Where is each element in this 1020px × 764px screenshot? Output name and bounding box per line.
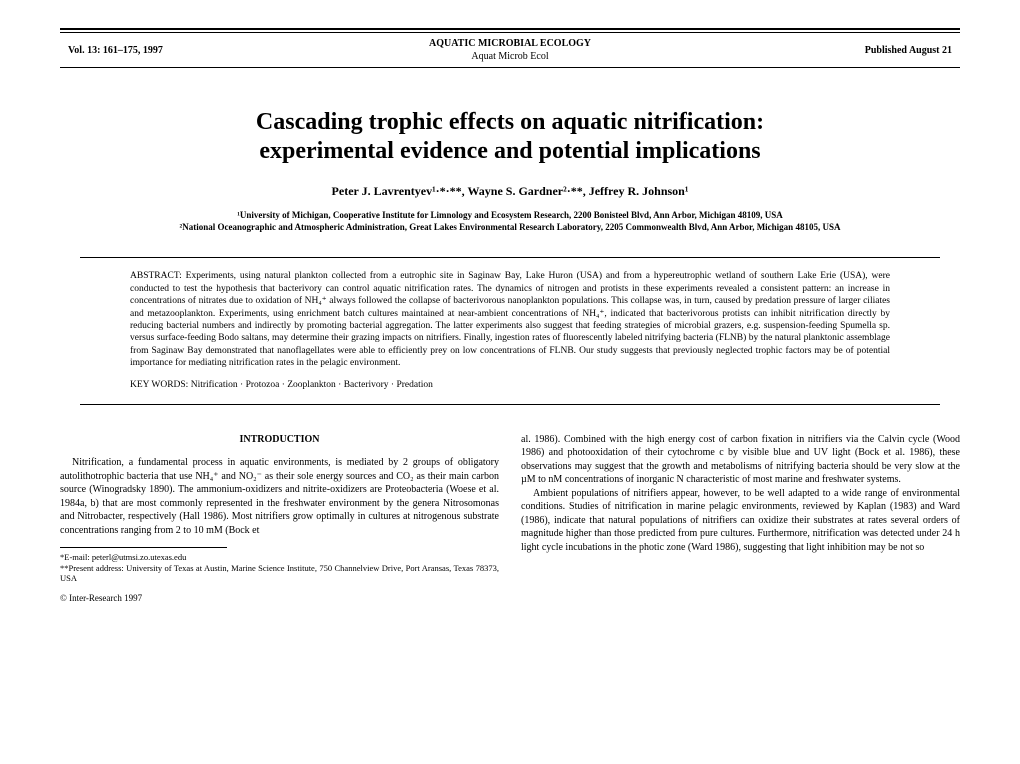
header-bar: Vol. 13: 161–175, 1997 AQUATIC MICROBIAL… <box>60 32 960 68</box>
journal-title: AQUATIC MICROBIAL ECOLOGY <box>429 38 591 49</box>
keywords: KEY WORDS: Nitrification · Protozoa · Zo… <box>130 379 890 391</box>
right-para-1: al. 1986). Combined with the high energy… <box>521 433 960 487</box>
abstract-box: ABSTRACT: Experiments, using natural pla… <box>80 257 940 404</box>
footnote-separator <box>60 547 227 548</box>
affiliation-2: ²National Oceanographic and Atmospheric … <box>60 221 960 233</box>
copyright: © Inter-Research 1997 <box>60 592 499 604</box>
journal-abbrev: Aquat Microb Ecol <box>363 50 658 63</box>
footnotes: *E-mail: peterl@utmsi.zo.utexas.edu **Pr… <box>60 552 499 584</box>
paper-title: Cascading trophic effects on aquatic nit… <box>60 108 960 166</box>
keywords-text: Nitrification · Protozoa · Zooplankton ·… <box>188 380 433 390</box>
affiliations: ¹University of Michigan, Cooperative Ins… <box>60 209 960 233</box>
body-columns: INTRODUCTION Nitrification, a fundamenta… <box>60 433 960 605</box>
title-line-2: experimental evidence and potential impl… <box>60 137 960 166</box>
footnote-address: **Present address: University of Texas a… <box>60 563 499 584</box>
top-rule <box>60 28 960 30</box>
title-line-1: Cascading trophic effects on aquatic nit… <box>60 108 960 137</box>
abstract-text: ABSTRACT: Experiments, using natural pla… <box>130 270 890 369</box>
abstract-label: ABSTRACT: <box>130 271 182 281</box>
left-column: INTRODUCTION Nitrification, a fundamenta… <box>60 433 499 605</box>
abstract-body: Experiments, using natural plankton coll… <box>130 271 890 367</box>
intro-para-1: Nitrification, a fundamental process in … <box>60 456 499 537</box>
journal-name: AQUATIC MICROBIAL ECOLOGY Aquat Microb E… <box>363 37 658 63</box>
right-para-2: Ambient populations of nitrifiers appear… <box>521 487 960 555</box>
footnote-email: *E-mail: peterl@utmsi.zo.utexas.edu <box>60 552 499 563</box>
right-column: al. 1986). Combined with the high energy… <box>521 433 960 605</box>
authors: Peter J. Lavrentyev¹·*·**, Wayne S. Gard… <box>60 184 960 200</box>
intro-heading: INTRODUCTION <box>60 433 499 447</box>
affiliation-1: ¹University of Michigan, Cooperative Ins… <box>60 209 960 221</box>
volume-info: Vol. 13: 161–175, 1997 <box>68 44 363 57</box>
publish-date: Published August 21 <box>657 44 952 57</box>
keywords-label: KEY WORDS: <box>130 380 188 390</box>
